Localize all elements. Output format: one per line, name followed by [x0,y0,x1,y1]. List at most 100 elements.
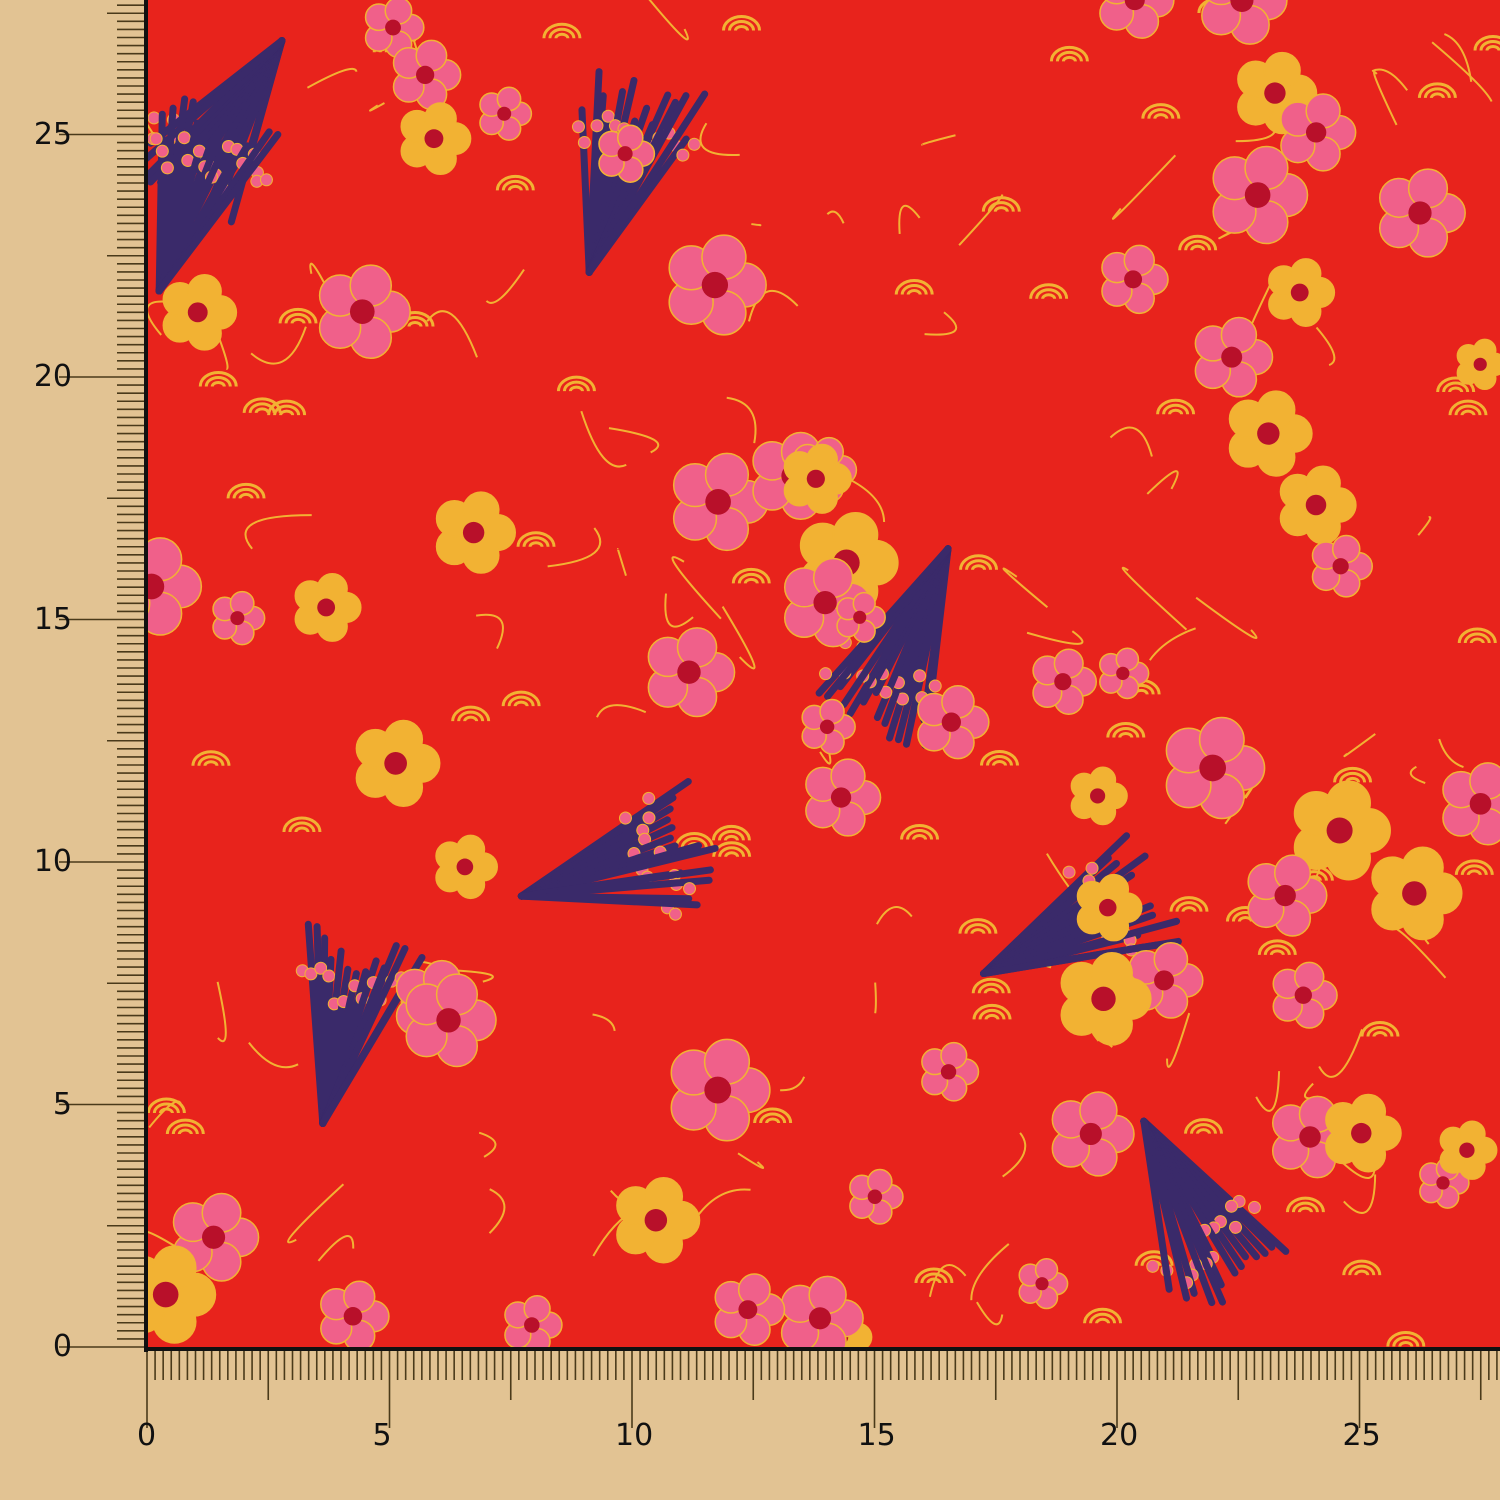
wave-motif [1095,1317,1111,1324]
flower-center [704,1076,732,1104]
gold-vine [475,613,504,649]
petal [1115,647,1140,672]
eye-spot [259,173,273,187]
wave-motif [912,834,928,840]
petal [1090,952,1133,995]
flower-center [1351,1122,1372,1144]
petal [1263,51,1301,90]
wave-motif [451,705,491,722]
wave-motif [1190,1123,1217,1134]
petal [616,124,644,152]
wave-motif [279,409,295,416]
gold-vine [306,67,358,89]
petal [703,1038,751,1085]
wave-motif [722,14,762,31]
flower-center [1154,970,1175,991]
eye-spot [304,967,318,981]
wave-motif [1049,45,1089,62]
gold-vine [1002,1132,1027,1178]
petal [523,1294,551,1323]
eye-spot [1247,1200,1261,1214]
gold-vine [1121,566,1188,631]
gold-vine [147,1230,176,1247]
wave-motif [278,307,318,324]
wave-motif [1485,45,1500,51]
wave-motif [765,1117,781,1124]
wave-motif [568,385,584,392]
flower-center [1332,558,1349,575]
wave-motif [1169,896,1209,912]
wave-motif [1269,949,1285,956]
flower-center [1124,270,1143,289]
flower-center [1469,792,1492,815]
eye-spot [155,144,169,158]
gold-vine [1343,733,1376,758]
petal [1256,390,1296,430]
wave-motif [1112,726,1140,738]
wave-motif [965,559,993,570]
wave-motif [191,750,231,766]
eye-spot [1146,1259,1160,1273]
gold-vine [369,102,385,112]
gold-vine [924,311,958,336]
flower-center [201,1225,226,1249]
wave-motif [1035,288,1063,299]
wave-motif [1423,87,1451,99]
flower-center [1230,0,1254,12]
eye-spot [160,161,174,175]
wave-motif [226,482,266,499]
wave-motif [1479,39,1500,51]
wave-motif [198,370,238,387]
wave-motif [1029,283,1069,299]
wave-motif [294,826,310,833]
wave-motif [254,407,270,414]
wave-motif [284,312,312,324]
petal [349,264,393,307]
gold-vine [287,1183,345,1244]
wave-motif [542,22,582,39]
wave-motif [926,1277,942,1284]
gold-vine [1373,71,1398,126]
petal [644,1176,684,1216]
wave-motif [987,201,1015,212]
eye-spot [1062,865,1076,879]
fabric-edge-left [144,0,148,1352]
wave-motif [1141,103,1181,119]
petal [852,591,876,616]
flower-center [1402,881,1427,906]
petal [152,1245,197,1290]
petal [806,443,838,476]
wave-motif [1466,869,1482,876]
gold-vine [1431,41,1493,102]
gold-vine [1111,154,1177,220]
flower-center [1408,201,1432,225]
gold-vine [1371,68,1409,91]
flower-center [1124,0,1145,11]
gold-vine [485,269,525,304]
eye-spot [601,109,615,123]
gold-vine [648,0,689,41]
ruler-bottom-label: 5 [372,1418,392,1453]
wave-motif [1055,50,1083,62]
wave-motif [1360,1021,1400,1037]
wave-motif [204,375,232,387]
wave-motif [513,700,529,707]
gold-vine [751,223,762,227]
flower-center [1090,788,1106,804]
flower-center [813,590,837,615]
wave-motif [1134,1250,1174,1266]
wave-motif [248,402,276,414]
wave-motif [1460,409,1476,416]
flower-center [416,65,435,85]
eye-spot [571,120,585,134]
petal [1294,961,1325,993]
wave-motif [731,567,771,584]
petal [704,452,750,497]
wave-motif [1297,1206,1313,1213]
wave-motif [1454,404,1482,416]
petal [830,758,866,794]
gold-vine [671,556,722,620]
flower-center [1305,122,1327,143]
wave-motif [1386,1330,1426,1347]
flower-center [524,1317,540,1333]
